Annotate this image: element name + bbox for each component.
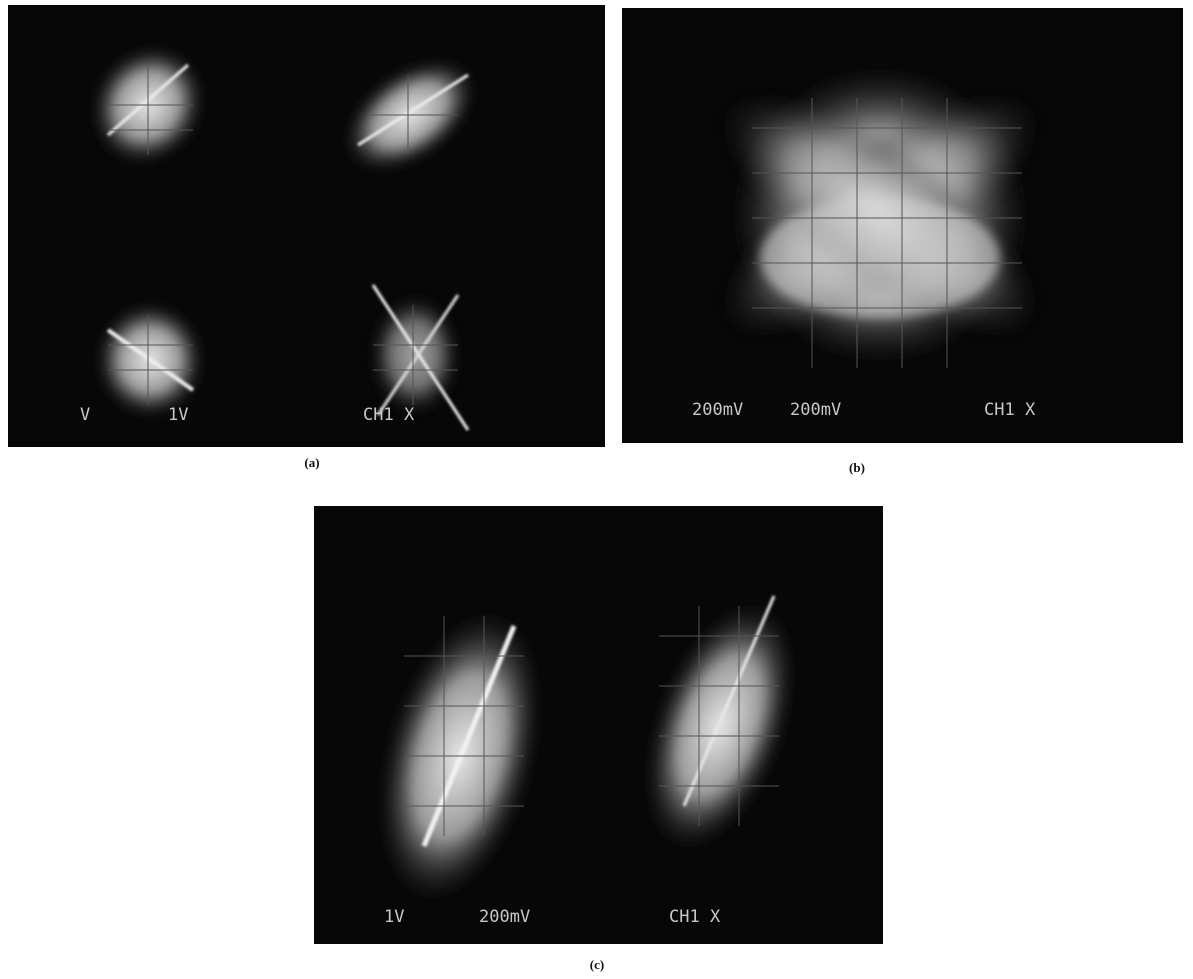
scope-readout: CH1 X	[669, 907, 721, 927]
scope-readout: 200mV	[692, 400, 743, 420]
trace-blobs	[684, 49, 1076, 382]
panel-label: (a)	[304, 455, 319, 471]
trace-blobs	[349, 582, 826, 921]
scope-screen-b: 200mV 200mV CH1 X	[622, 8, 1183, 443]
trace-blobs	[67, 23, 497, 430]
scope-screen-c: 1V 200mV CH1 X	[314, 506, 883, 944]
panel-label: (b)	[849, 460, 865, 476]
scope-readout: CH1 X	[984, 400, 1036, 420]
scope-readout: 1V	[168, 405, 188, 425]
scope-readout: 200mV	[479, 907, 530, 927]
scope-readout: V	[80, 405, 90, 425]
scope-readout: 200mV	[790, 400, 841, 420]
scope-screen-a: V 1V CH1 X	[8, 5, 605, 447]
page: V 1V CH1 X (a) 200mV 200mV CH1 X (b) 1V …	[0, 0, 1193, 979]
scope-readout: CH1 X	[363, 405, 415, 425]
scope-readout: 1V	[384, 907, 404, 927]
panel-label: (c)	[590, 957, 604, 973]
